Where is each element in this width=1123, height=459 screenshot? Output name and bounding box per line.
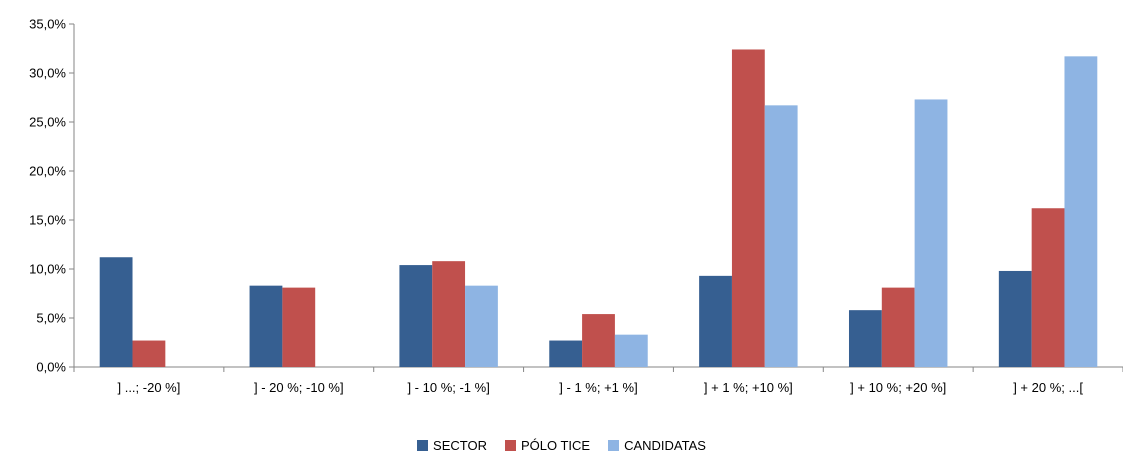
y-tick-label: 0,0%	[36, 360, 66, 375]
legend-label-polo-tice: PÓLO TICE	[520, 438, 591, 453]
bar-sector	[549, 340, 583, 367]
bar-sector	[249, 285, 283, 367]
x-tick-label: ] ...; -20 %]	[117, 380, 180, 395]
y-tick-label: 10,0%	[29, 262, 66, 277]
bar-candidatas	[1064, 56, 1098, 368]
bar-candidatas	[914, 99, 948, 368]
x-tick-label: ] - 10 %; -1 %]	[407, 380, 489, 395]
y-tick-label: 20,0%	[29, 164, 66, 179]
legend-swatch-polo-tice	[504, 440, 516, 451]
bar-sector	[399, 265, 433, 367]
legend-label-sector: SECTOR	[433, 438, 487, 453]
bar-p-lo-tice	[132, 340, 166, 367]
bar-candidatas	[614, 334, 648, 367]
bar-sector	[998, 270, 1032, 367]
x-tick-label: ] + 10 %; +20 %]	[850, 380, 946, 395]
x-tick-label: ] - 20 %; -10 %]	[254, 380, 344, 395]
y-tick-label: 25,0%	[29, 115, 66, 130]
legend-swatch-candidatas	[608, 440, 620, 451]
legend-item-candidatas: CANDIDATAS	[608, 438, 706, 453]
legend-item-sector: SECTOR	[417, 438, 487, 453]
bar-p-lo-tice	[731, 49, 765, 367]
bar-p-lo-tice	[432, 261, 466, 367]
bar-sector	[99, 257, 133, 367]
bar-chart: 0,0% 5,0% 10,0% 15,0% 20,0% 25,0% 30,0% 35,0% ] …	[29, 17, 1123, 395]
y-tick-label: 15,0%	[29, 213, 66, 228]
x-tick-label: ] + 20 %; ...[	[1013, 380, 1083, 395]
bar-candidatas	[764, 105, 798, 367]
legend-item-polo-tice: PÓLO TICE	[504, 438, 591, 453]
y-tick-label: 35,0%	[29, 17, 66, 32]
x-tick-label: ] + 1 %; +10 %]	[704, 380, 793, 395]
x-tick-label: ] - 1 %; +1 %]	[559, 380, 637, 395]
bar-candidatas	[465, 285, 498, 367]
bar-p-lo-tice	[282, 287, 316, 367]
bar-p-lo-tice	[582, 314, 615, 367]
legend-swatch-sector	[417, 440, 429, 451]
y-tick-label: 5,0%	[36, 311, 66, 326]
bar-sector	[848, 310, 882, 367]
legend-label-candidatas: CANDIDATAS	[624, 438, 706, 453]
legend: SECTOR PÓLO TICE CANDIDATAS	[0, 438, 1123, 453]
y-tick-label: 30,0%	[29, 66, 66, 81]
bar-p-lo-tice	[1031, 208, 1065, 367]
bar-sector	[699, 275, 732, 367]
bar-p-lo-tice	[881, 287, 915, 367]
